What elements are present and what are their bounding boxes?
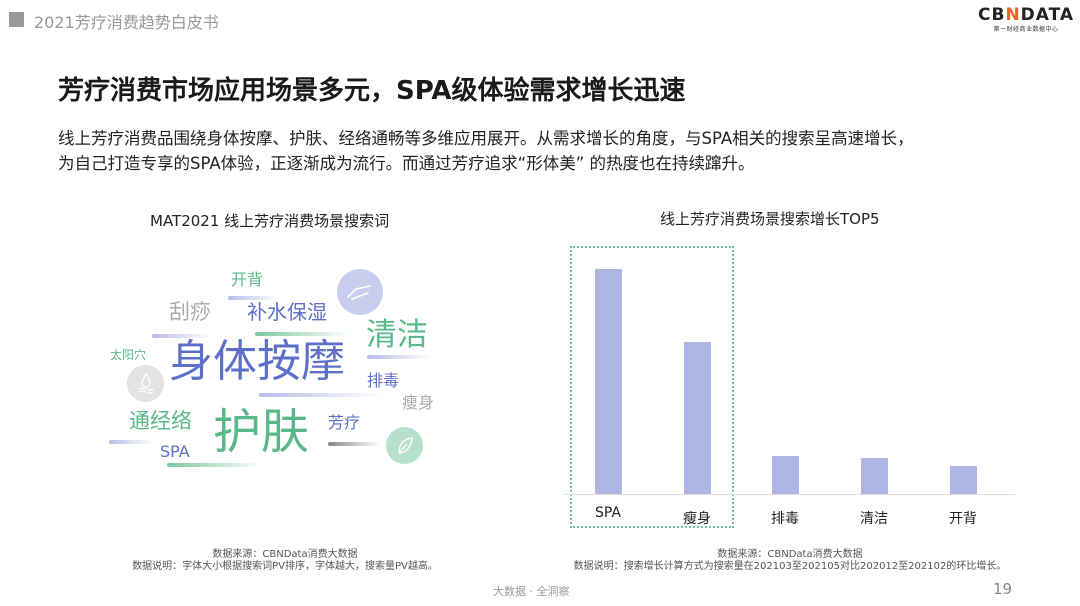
- word-cloud-source: 数据来源：CBNData消费大数据: [212, 549, 358, 560]
- logo-text-left: CB: [978, 5, 1006, 25]
- footer-slogan: 大数据 · 全洞察: [493, 585, 570, 598]
- decor-line: [109, 440, 154, 444]
- water-drop-icon: [127, 365, 164, 402]
- word-qingjie: 清洁: [366, 317, 428, 353]
- word-hufu: 护肤: [213, 404, 310, 460]
- highlight-box: [570, 246, 734, 528]
- x-label-paidu: 排毒: [771, 511, 799, 527]
- word-kaibei: 开背: [231, 270, 264, 289]
- x-label-kaibei: 开背: [949, 511, 977, 527]
- word-shoushen: 瘦身: [402, 393, 435, 412]
- word-cloud-title: MAT2021 线上芳疗消费场景搜索词: [150, 212, 390, 230]
- logo-text-x: N: [1005, 5, 1021, 25]
- x-label-shoushen: 瘦身: [683, 511, 711, 527]
- word-cloud-note: 数据说明：字体大小根据搜索词PV排序，字体越大，搜索量PV越高。: [132, 561, 438, 572]
- page-number: 19: [993, 580, 1013, 598]
- logo-subtitle: 第一财经商业数据中心: [993, 26, 1059, 33]
- bar-chart-title: 线上芳疗消费场景搜索增长TOP5: [660, 210, 880, 228]
- cbndata-logo: CBNDATA 第一财经商业数据中心: [978, 6, 1074, 33]
- bar-kaibei: [950, 466, 977, 494]
- decor-line: [152, 334, 212, 338]
- x-axis-line: [565, 494, 1015, 495]
- decor-line: [328, 442, 380, 446]
- decor-line: [259, 393, 384, 397]
- header-square-marker: [9, 12, 24, 27]
- word-paidu: 排毒: [367, 371, 400, 390]
- word-shenti-anmo: 身体按摩: [169, 336, 345, 387]
- bar-shoushen: [684, 342, 711, 494]
- bar-paidu: [772, 456, 799, 494]
- x-label-qingjie: 清洁: [860, 511, 888, 527]
- description-line-1: 线上芳疗消费品围绕身体按摩、护肤、经络通畅等多维应用展开。从需求增长的角度，与S…: [58, 129, 914, 148]
- report-title: 2021芳疗消费趋势白皮书: [34, 13, 219, 32]
- x-label-spa: SPA: [594, 505, 621, 521]
- decor-line: [228, 296, 278, 300]
- word-taiyangxue: 太阳穴: [110, 348, 147, 362]
- bar-chart-note: 数据说明：搜索增长计算方式为搜索量在202103至202105对比202012至…: [573, 561, 1007, 572]
- bar-spa: [595, 269, 622, 494]
- bar-qingjie: [861, 458, 888, 494]
- page-title: 芳疗消费市场应用场景多元，SPA级体验需求增长迅速: [58, 76, 686, 106]
- bar-chart-notes: 数据来源：CBNData消费大数据 数据说明：搜索增长计算方式为搜索量在2021…: [555, 549, 1025, 573]
- decor-line: [255, 332, 350, 336]
- word-bushui-baoshi: 补水保湿: [247, 300, 327, 324]
- word-fangliao: 芳疗: [328, 413, 361, 432]
- logo-text-right: DATA: [1020, 5, 1075, 25]
- hand-icon: [337, 269, 383, 315]
- word-cloud-notes: 数据来源：CBNData消费大数据 数据说明：字体大小根据搜索词PV排序，字体越…: [100, 549, 470, 573]
- word-cloud: 开背 刮痧 补水保湿 清洁 太阳穴 身体按摩 排毒 瘦身 通经络 护肤 芳疗 S…: [100, 255, 460, 485]
- bar-chart-source: 数据来源：CBNData消费大数据: [717, 549, 863, 560]
- word-tongjingluo: 通经络: [129, 409, 192, 433]
- leaf-icon: [386, 427, 423, 464]
- decor-line: [167, 463, 262, 467]
- description-line-2: 为自己打造专享的SPA体验，正逐渐成为流行。而通过芳疗追求“形体美” 的热度也在…: [58, 154, 755, 173]
- word-spa: SPA: [160, 442, 190, 461]
- word-guasha: 刮痧: [169, 300, 211, 324]
- decor-line: [367, 355, 432, 359]
- description: 线上芳疗消费品围绕身体按摩、护肤、经络通畅等多维应用展开。从需求增长的角度，与S…: [58, 126, 1048, 176]
